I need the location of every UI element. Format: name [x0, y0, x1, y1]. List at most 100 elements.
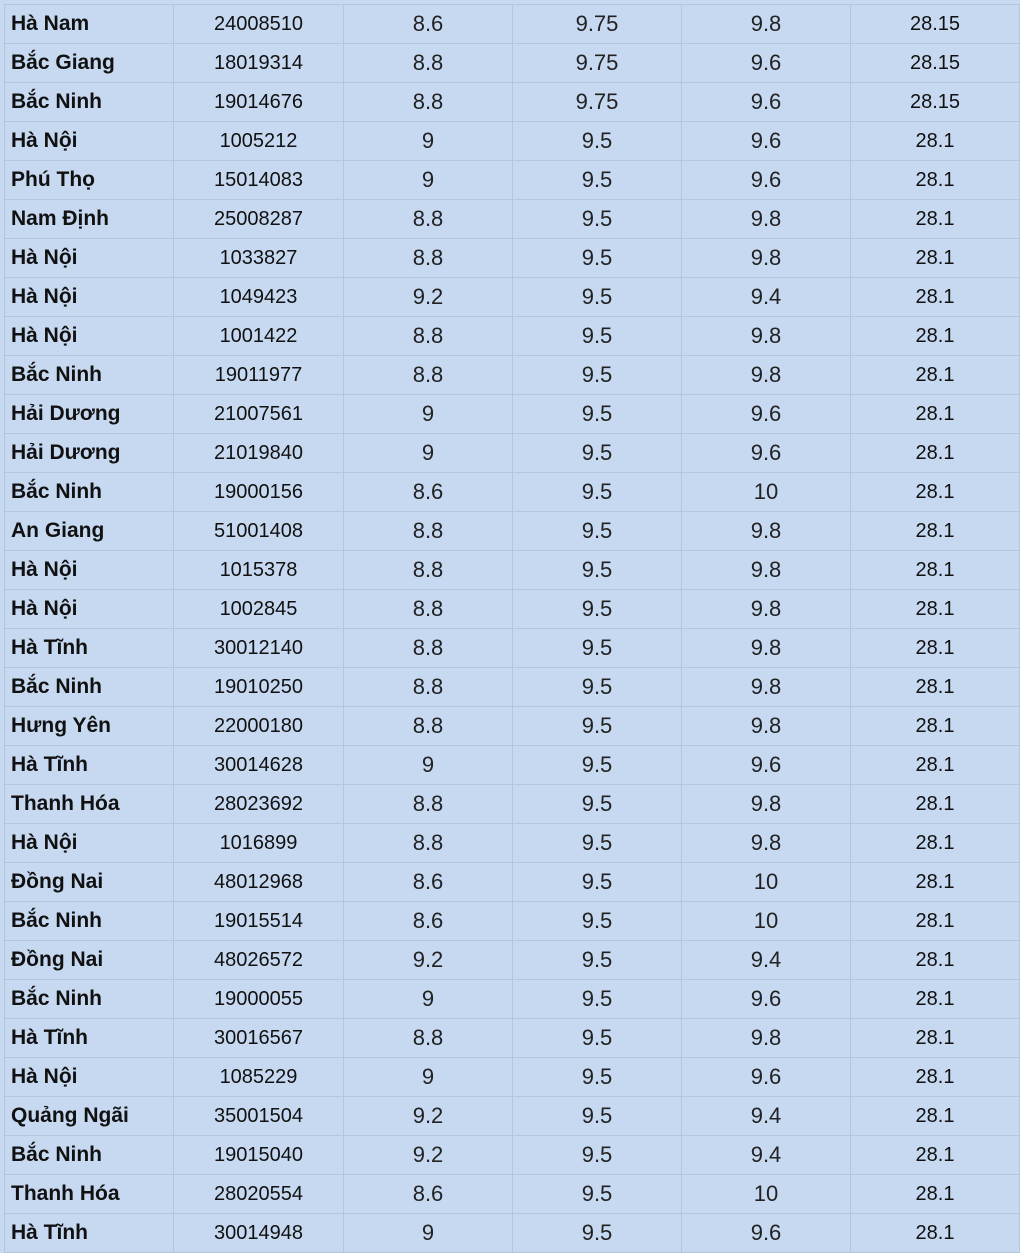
total-score-cell[interactable]: 28.1	[851, 551, 1020, 589]
score-2-cell[interactable]: 9.5	[513, 278, 682, 316]
candidate-id-cell[interactable]: 30012140	[174, 629, 344, 667]
score-1-cell[interactable]: 9.2	[344, 1097, 513, 1135]
score-1-cell[interactable]: 9	[344, 395, 513, 433]
score-2-cell[interactable]: 9.5	[513, 434, 682, 472]
score-2-cell[interactable]: 9.5	[513, 746, 682, 784]
score-3-cell[interactable]: 9.8	[682, 5, 851, 43]
score-1-cell[interactable]: 8.8	[344, 83, 513, 121]
score-2-cell[interactable]: 9.5	[513, 941, 682, 979]
score-3-cell[interactable]: 9.6	[682, 1058, 851, 1096]
total-score-cell[interactable]: 28.1	[851, 785, 1020, 823]
candidate-id-cell[interactable]: 51001408	[174, 512, 344, 550]
province-cell[interactable]: Bắc Ninh	[4, 83, 174, 121]
province-cell[interactable]: Bắc Ninh	[4, 902, 174, 940]
score-1-cell[interactable]: 8.6	[344, 5, 513, 43]
total-score-cell[interactable]: 28.1	[851, 278, 1020, 316]
candidate-id-cell[interactable]: 15014083	[174, 161, 344, 199]
province-cell[interactable]: Bắc Ninh	[4, 668, 174, 706]
score-2-cell[interactable]: 9.5	[513, 1214, 682, 1252]
province-cell[interactable]: Hà Nội	[4, 317, 174, 355]
score-3-cell[interactable]: 9.8	[682, 629, 851, 667]
province-cell[interactable]: Hà Nội	[4, 824, 174, 862]
total-score-cell[interactable]: 28.1	[851, 1175, 1020, 1213]
candidate-id-cell[interactable]: 1005212	[174, 122, 344, 160]
score-2-cell[interactable]: 9.5	[513, 980, 682, 1018]
candidate-id-cell[interactable]: 19000156	[174, 473, 344, 511]
candidate-id-cell[interactable]: 1049423	[174, 278, 344, 316]
province-cell[interactable]: Đồng Nai	[4, 863, 174, 901]
total-score-cell[interactable]: 28.1	[851, 1136, 1020, 1174]
province-cell[interactable]: Thanh Hóa	[4, 1175, 174, 1213]
candidate-id-cell[interactable]: 19000055	[174, 980, 344, 1018]
candidate-id-cell[interactable]: 48012968	[174, 863, 344, 901]
candidate-id-cell[interactable]: 1002845	[174, 590, 344, 628]
score-2-cell[interactable]: 9.75	[513, 5, 682, 43]
score-2-cell[interactable]: 9.5	[513, 356, 682, 394]
score-2-cell[interactable]: 9.5	[513, 395, 682, 433]
total-score-cell[interactable]: 28.15	[851, 44, 1020, 82]
score-3-cell[interactable]: 9.4	[682, 1136, 851, 1174]
province-cell[interactable]: Bắc Ninh	[4, 356, 174, 394]
candidate-id-cell[interactable]: 22000180	[174, 707, 344, 745]
score-1-cell[interactable]: 8.8	[344, 44, 513, 82]
candidate-id-cell[interactable]: 35001504	[174, 1097, 344, 1135]
province-cell[interactable]: Quảng Ngãi	[4, 1097, 174, 1135]
score-2-cell[interactable]: 9.5	[513, 161, 682, 199]
score-1-cell[interactable]: 8.8	[344, 629, 513, 667]
candidate-id-cell[interactable]: 21019840	[174, 434, 344, 472]
score-1-cell[interactable]: 8.8	[344, 785, 513, 823]
total-score-cell[interactable]: 28.15	[851, 83, 1020, 121]
score-3-cell[interactable]: 10	[682, 1175, 851, 1213]
province-cell[interactable]: Hà Nội	[4, 551, 174, 589]
province-cell[interactable]: An Giang	[4, 512, 174, 550]
score-3-cell[interactable]: 9.8	[682, 512, 851, 550]
total-score-cell[interactable]: 28.1	[851, 1058, 1020, 1096]
province-cell[interactable]: Hải Dương	[4, 395, 174, 433]
total-score-cell[interactable]: 28.1	[851, 590, 1020, 628]
province-cell[interactable]: Bắc Giang	[4, 44, 174, 82]
province-cell[interactable]: Hà Nội	[4, 278, 174, 316]
score-3-cell[interactable]: 9.6	[682, 434, 851, 472]
total-score-cell[interactable]: 28.1	[851, 824, 1020, 862]
province-cell[interactable]: Thanh Hóa	[4, 785, 174, 823]
candidate-id-cell[interactable]: 30014628	[174, 746, 344, 784]
score-1-cell[interactable]: 9	[344, 1058, 513, 1096]
score-3-cell[interactable]: 9.6	[682, 746, 851, 784]
score-3-cell[interactable]: 9.4	[682, 1097, 851, 1135]
score-2-cell[interactable]: 9.5	[513, 551, 682, 589]
total-score-cell[interactable]: 28.1	[851, 317, 1020, 355]
score-3-cell[interactable]: 9.4	[682, 941, 851, 979]
score-3-cell[interactable]: 9.6	[682, 980, 851, 1018]
score-3-cell[interactable]: 9.8	[682, 551, 851, 589]
score-1-cell[interactable]: 8.6	[344, 863, 513, 901]
score-1-cell[interactable]: 9.2	[344, 941, 513, 979]
score-3-cell[interactable]: 9.8	[682, 668, 851, 706]
score-2-cell[interactable]: 9.5	[513, 122, 682, 160]
score-1-cell[interactable]: 9	[344, 434, 513, 472]
score-1-cell[interactable]: 8.6	[344, 473, 513, 511]
candidate-id-cell[interactable]: 1001422	[174, 317, 344, 355]
province-cell[interactable]: Phú Thọ	[4, 161, 174, 199]
candidate-id-cell[interactable]: 30014948	[174, 1214, 344, 1252]
candidate-id-cell[interactable]: 1085229	[174, 1058, 344, 1096]
score-1-cell[interactable]: 8.8	[344, 824, 513, 862]
candidate-id-cell[interactable]: 21007561	[174, 395, 344, 433]
total-score-cell[interactable]: 28.1	[851, 395, 1020, 433]
score-3-cell[interactable]: 9.8	[682, 707, 851, 745]
score-2-cell[interactable]: 9.5	[513, 863, 682, 901]
candidate-id-cell[interactable]: 19015040	[174, 1136, 344, 1174]
total-score-cell[interactable]: 28.1	[851, 668, 1020, 706]
province-cell[interactable]: Bắc Ninh	[4, 1136, 174, 1174]
province-cell[interactable]: Hà Nội	[4, 1058, 174, 1096]
total-score-cell[interactable]: 28.1	[851, 746, 1020, 784]
candidate-id-cell[interactable]: 19014676	[174, 83, 344, 121]
score-2-cell[interactable]: 9.5	[513, 590, 682, 628]
score-2-cell[interactable]: 9.5	[513, 512, 682, 550]
total-score-cell[interactable]: 28.1	[851, 200, 1020, 238]
score-1-cell[interactable]: 8.8	[344, 590, 513, 628]
candidate-id-cell[interactable]: 1033827	[174, 239, 344, 277]
score-2-cell[interactable]: 9.5	[513, 707, 682, 745]
score-2-cell[interactable]: 9.5	[513, 1136, 682, 1174]
score-1-cell[interactable]: 8.8	[344, 707, 513, 745]
score-3-cell[interactable]: 9.8	[682, 590, 851, 628]
